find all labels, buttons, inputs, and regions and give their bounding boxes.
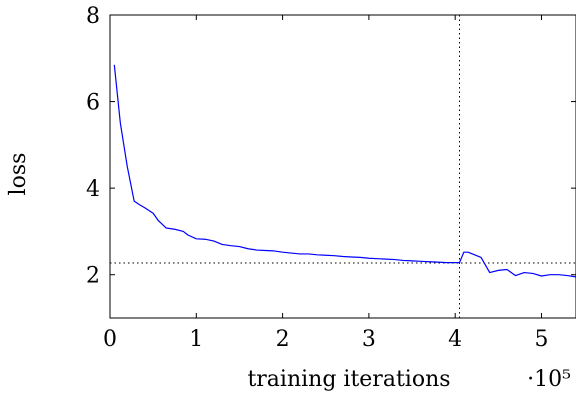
plot-frame: [109, 14, 576, 319]
y-axis-label: loss: [6, 153, 31, 196]
x-axis-label: training iterations: [247, 367, 450, 392]
x-tick-label: 4: [448, 327, 462, 352]
loss-series-line: [113, 64, 576, 278]
x-tick-label: 3: [362, 327, 376, 352]
reference-lines: [110, 15, 576, 318]
y-tick-label: 6: [86, 91, 100, 116]
x-multiplier-label: ·10⁵: [527, 367, 571, 392]
plot-background: [110, 15, 576, 318]
x-tick-label: 2: [276, 327, 290, 352]
x-tick-label: 0: [103, 327, 117, 352]
plot-area: [110, 15, 576, 318]
x-tick-label: 1: [189, 327, 203, 352]
tick-layer: 0 1 2 3 4 5 2 4 6 8: [86, 4, 576, 352]
y-tick-label: 4: [86, 177, 100, 202]
series-layer: [113, 64, 576, 278]
y-tick-label: 2: [86, 264, 100, 289]
x-tick-label: 5: [534, 327, 548, 352]
axes-frame: [109, 14, 576, 319]
y-tick-label: 8: [86, 4, 100, 29]
